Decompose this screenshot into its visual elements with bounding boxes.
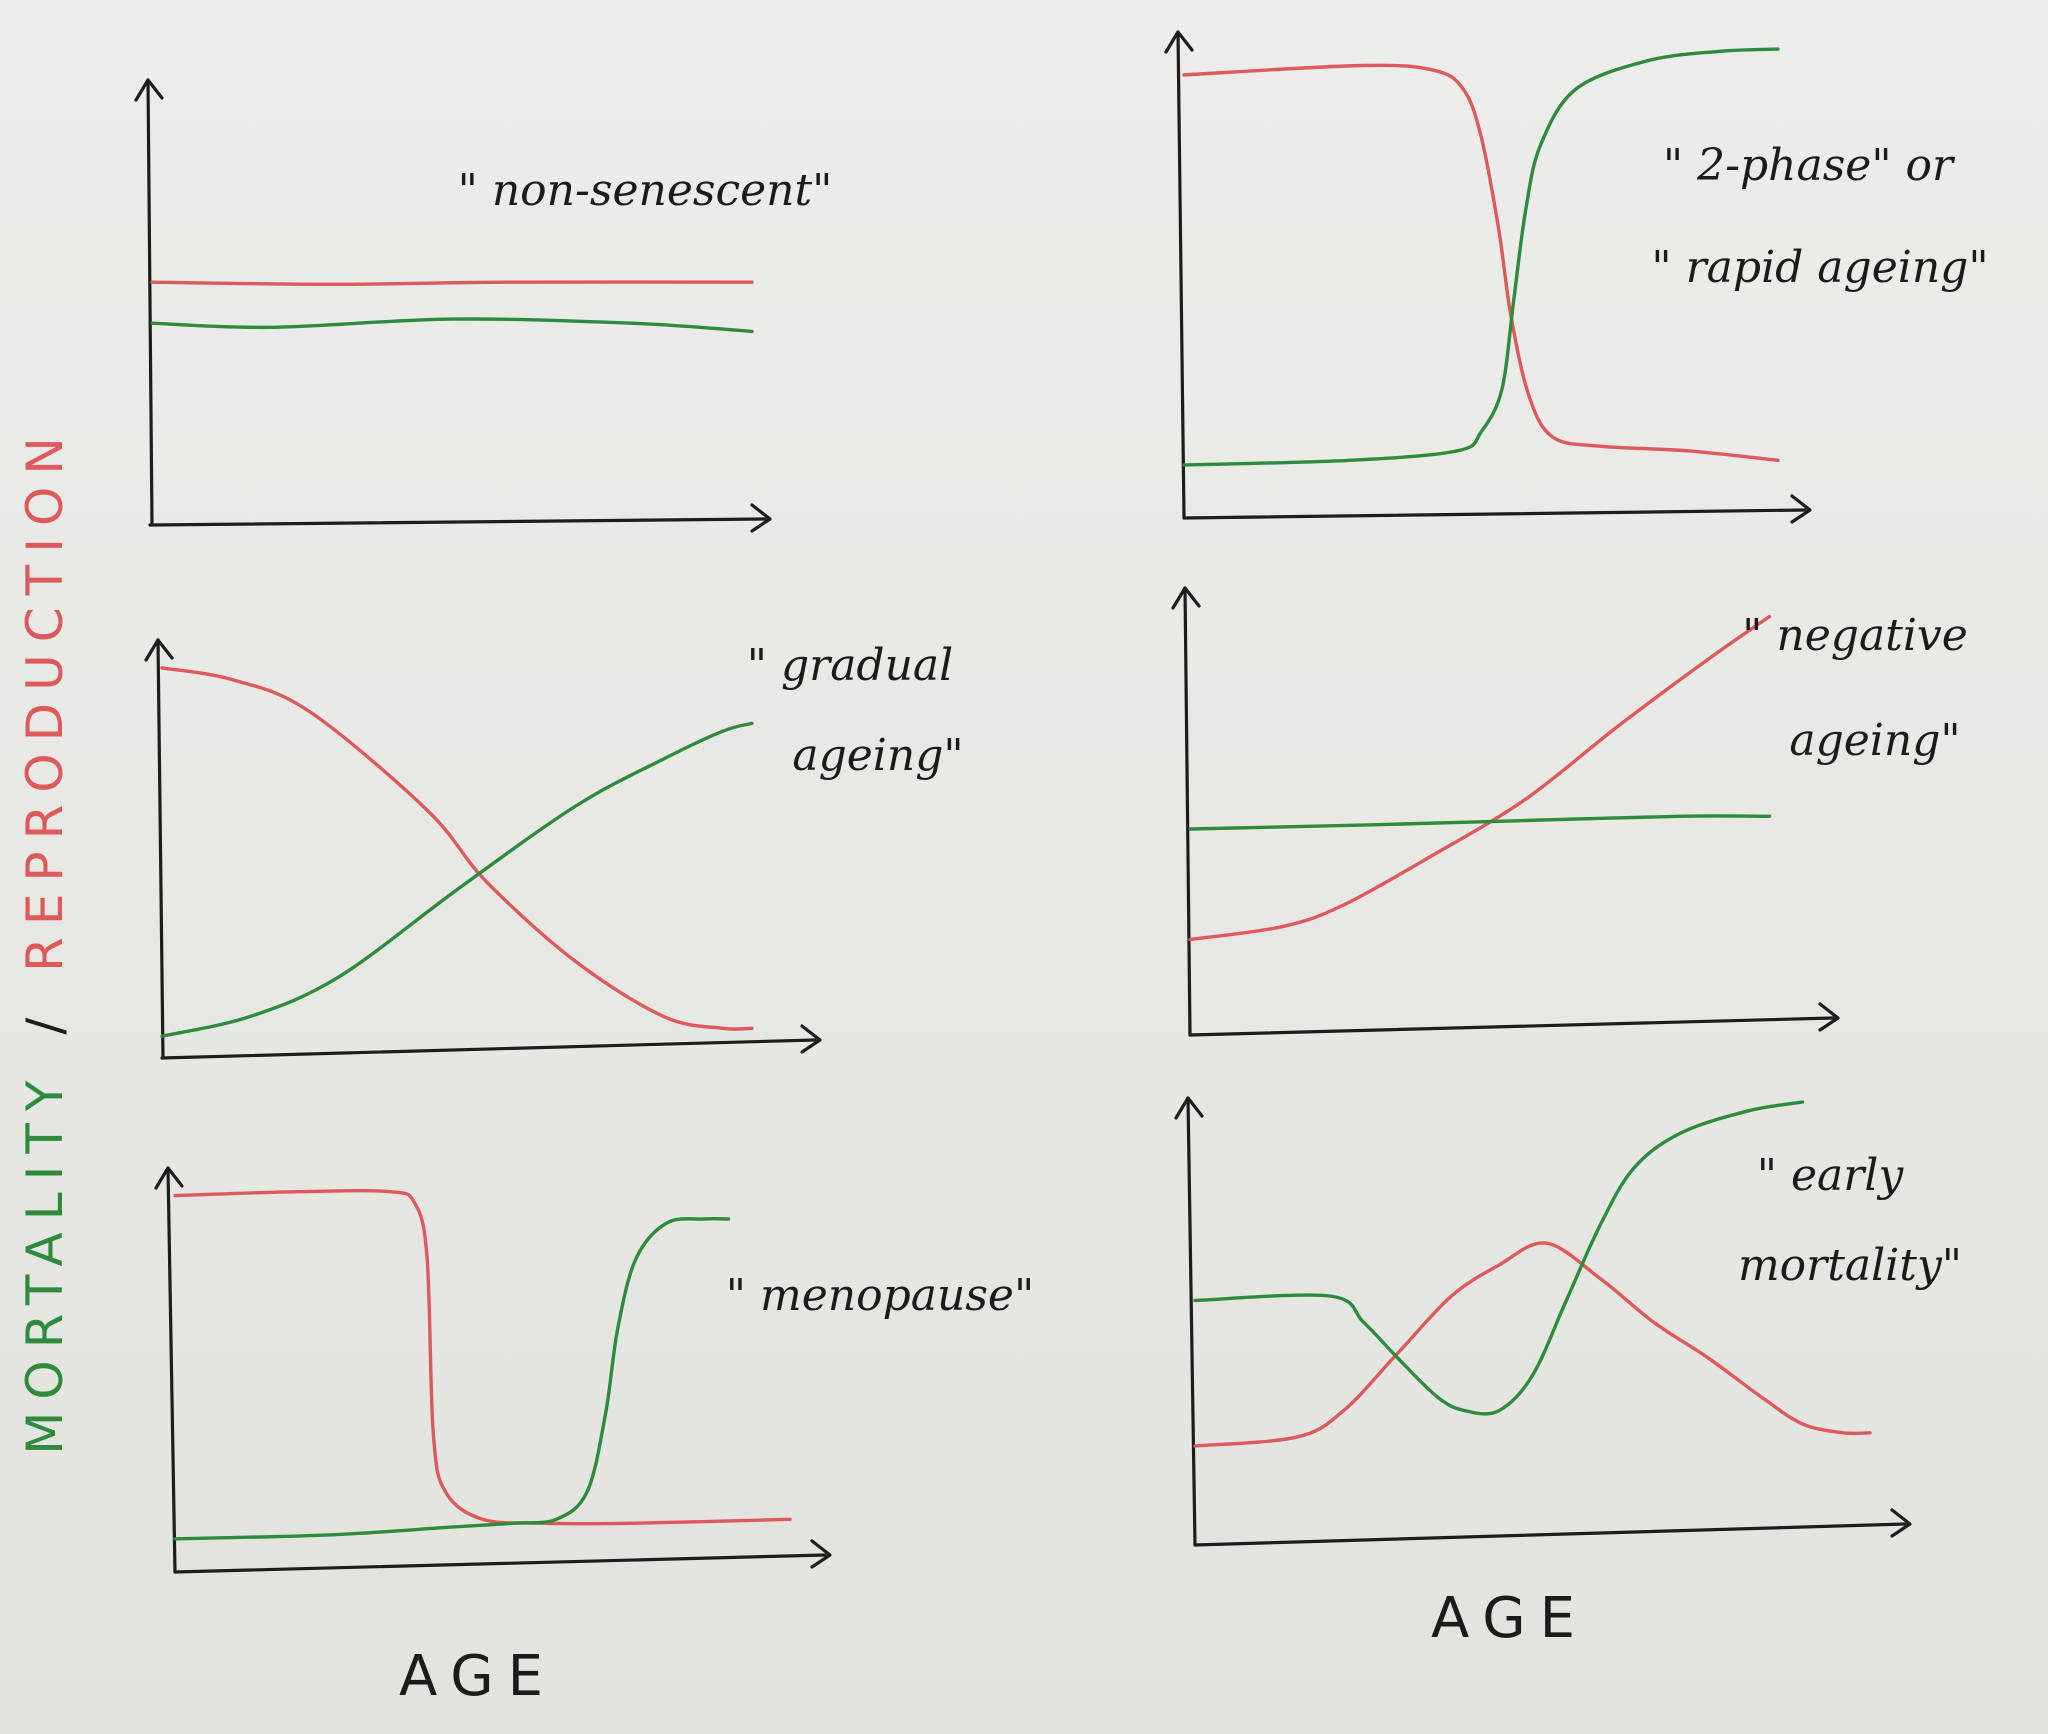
reproduction-curve: [1188, 614, 1772, 942]
panel-label: " gradual: [747, 640, 953, 691]
mortality-curve: [160, 721, 754, 1038]
panel-non-senescent: " non-senescent": [134, 78, 833, 533]
x-axis-title-left: AGE: [399, 1644, 557, 1709]
x-axis: [173, 1553, 827, 1574]
x-axis-title-right: AGE: [1431, 1586, 1589, 1651]
panel-label: ageing": [1789, 715, 1960, 766]
panel-label: mortality": [1738, 1240, 1962, 1291]
y-axis: [1186, 1096, 1197, 1547]
mortality-label: MORTALITY: [16, 1069, 74, 1455]
panel-label-line: " rapid ageing": [1651, 242, 1988, 293]
mortality-curve: [1193, 1100, 1805, 1416]
y-axis-arrowhead: [1164, 30, 1194, 54]
x-axis: [1188, 1016, 1835, 1037]
panel-label-line: " negative: [1742, 610, 1968, 661]
panel-label-line: " non-senescent": [458, 165, 833, 216]
panel-label-line: " menopause": [726, 1270, 1034, 1321]
reproduction-curve: [1193, 1241, 1872, 1448]
y-axis-title: MORTALITY / REPRODUCTION: [16, 425, 74, 1454]
panel-menopause: " menopause": [154, 1166, 1034, 1574]
y-axis: [146, 78, 154, 527]
x-axis-arrowhead: [1890, 1508, 1912, 1538]
y-axis-arrowhead: [1171, 586, 1201, 610]
x-axis: [160, 1038, 817, 1060]
panel-early-mortality: " early mortality": [1174, 1096, 1962, 1547]
panel-label-line: " gradual: [747, 640, 953, 691]
panel-gradual-ageing: " gradual ageing": [144, 638, 964, 1060]
mortality-curve: [1188, 814, 1772, 831]
y-axis-arrowhead: [154, 1166, 184, 1190]
x-axis: [148, 517, 767, 527]
y-axis: [166, 1166, 177, 1574]
mortality-curve: [1182, 47, 1780, 467]
reproduction-curve: [173, 1189, 792, 1526]
panel-label-line: " 2-phase" or: [1663, 140, 1956, 191]
reproduction-label: REPRODUCTION: [16, 425, 74, 972]
panel-two-phase: " 2-phase" or " rapid ageing": [1164, 30, 1989, 524]
x-axis-arrowhead: [800, 1024, 822, 1054]
panel-label-line: " early: [1757, 1150, 1905, 1201]
mortality-curve: [150, 317, 754, 334]
panel-label: " non-senescent": [458, 165, 833, 216]
panel-label-line: ageing": [1789, 715, 1960, 766]
reproduction-curve: [150, 280, 754, 286]
y-axis: [1183, 586, 1192, 1037]
panel-label: ageing": [792, 730, 963, 781]
y-axis-arrowhead: [144, 638, 174, 662]
panel-label-line: mortality": [1738, 1240, 1962, 1291]
panel-label: " menopause": [726, 1270, 1034, 1321]
x-axis-arrowhead: [750, 503, 772, 533]
x-axis-arrowhead: [1790, 494, 1812, 524]
y-axis-arrowhead: [134, 78, 164, 102]
x-axis: [1182, 508, 1807, 520]
panel-label: " rapid ageing": [1651, 242, 1988, 293]
reproduction-curve: [160, 666, 754, 1031]
panel-label: " 2-phase" or: [1663, 140, 1956, 191]
y-axis-arrowhead: [1174, 1096, 1204, 1120]
y-axis: [1176, 30, 1186, 520]
panel-label-line: ageing": [792, 730, 963, 781]
label-separator: /: [16, 1006, 74, 1035]
y-axis-title-text: MORTALITY / REPRODUCTION: [16, 425, 74, 1454]
y-axis: [156, 638, 165, 1060]
reproduction-curve: [1182, 63, 1780, 462]
x-axis-arrowhead: [810, 1539, 832, 1569]
panel-label: " negative: [1742, 610, 1968, 661]
mortality-curve: [173, 1216, 731, 1541]
x-axis-arrowhead: [1818, 1002, 1840, 1032]
panel-label: " early: [1757, 1150, 1905, 1201]
panel-negative-ageing: " negative ageing": [1171, 586, 1968, 1037]
x-axis: [1193, 1522, 1907, 1547]
